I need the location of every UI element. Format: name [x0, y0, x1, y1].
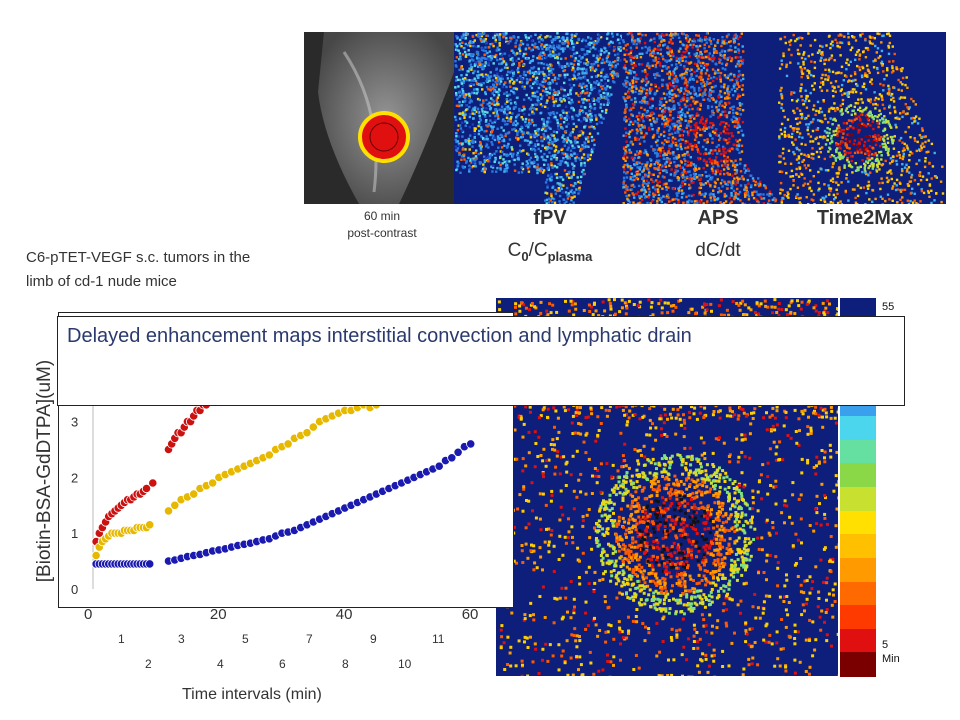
- colorbar-min-label: 5 Min: [882, 638, 900, 666]
- callout-text: Delayed enhancement maps interstitial co…: [67, 325, 692, 347]
- colorbar-max-label: 55: [882, 301, 895, 313]
- tumor-model-label: C6-pTET-VEGF s.c. tumors in the limb of …: [26, 246, 286, 294]
- data-point: [91, 550, 101, 561]
- x-tick-label: 0: [84, 606, 93, 623]
- fpv-formula-sub0: 0: [521, 248, 529, 264]
- interval-label: 9: [370, 632, 377, 646]
- data-point: [170, 500, 180, 510]
- interval-label: 11: [432, 632, 445, 646]
- y-tick-label: 0: [71, 582, 78, 597]
- post-contrast-caption: 60 min post-contrast: [316, 208, 448, 242]
- data-point: [145, 559, 155, 569]
- post-contrast-svg: [304, 32, 454, 204]
- data-point: [264, 450, 274, 460]
- y-tick-label: 2: [71, 470, 78, 485]
- mri-image-strip: [304, 32, 946, 204]
- chart-y-axis-label: [Biotin-BSA-GdDTPA](uM): [34, 359, 55, 583]
- interval-label: 5: [242, 632, 249, 646]
- colorbar: [840, 298, 876, 677]
- colorbar-segment: [840, 652, 876, 677]
- time2max-map-image: [778, 32, 946, 204]
- fpv-formula-plasma: plasma: [547, 248, 593, 264]
- interval-label: 6: [279, 657, 286, 671]
- time2max-title: Time2Max: [816, 207, 914, 229]
- aps-title: APS: [697, 207, 739, 229]
- fpv-formula: C0/Cplasma: [480, 240, 620, 264]
- colorbar-segment: [840, 557, 876, 582]
- colorbar-segment: [840, 439, 876, 464]
- interval-label: 7: [306, 632, 313, 646]
- colorbar-segment: [840, 463, 876, 488]
- aps-formula: dC/dt: [695, 240, 741, 261]
- speckle-layer: [622, 32, 778, 204]
- data-point: [208, 478, 218, 488]
- chart-x-axis-label: Time intervals (min): [182, 686, 322, 703]
- post-contrast-image: [304, 32, 454, 204]
- data-point: [163, 506, 174, 516]
- data-point: [302, 428, 312, 438]
- callout-box: Delayed enhancement maps interstitial co…: [57, 316, 905, 406]
- fpv-title: fPV: [533, 207, 567, 229]
- fpv-map-image: [454, 32, 622, 204]
- data-point: [434, 461, 444, 471]
- aps-map-svg: [622, 32, 778, 204]
- tumor-label-line-1: C6-pTET-VEGF s.c. tumors in the: [26, 249, 251, 266]
- interval-label: 8: [342, 657, 349, 671]
- interval-label: 3: [178, 632, 185, 646]
- colorbar-segment: [840, 416, 876, 441]
- aps-map-image: [622, 32, 778, 204]
- x-tick-label: 20: [209, 606, 227, 623]
- colorbar-segment: [840, 534, 876, 559]
- data-point: [308, 422, 318, 432]
- speckle-layer: [454, 32, 622, 204]
- interval-label: 10: [398, 657, 412, 671]
- fpv-formula-mid: /C: [528, 240, 548, 261]
- y-tick-label: 1: [71, 526, 78, 541]
- interval-label: 4: [217, 657, 224, 671]
- y-tick-label: 3: [71, 415, 78, 430]
- colorbar-min-value: 5: [882, 639, 889, 651]
- fpv-map-svg: [454, 32, 622, 204]
- colorbar-segment: [840, 581, 876, 606]
- colorbar-segment: [840, 510, 876, 535]
- data-point: [145, 520, 155, 530]
- interval-label: 1: [118, 632, 125, 646]
- speckle-layer: [778, 32, 946, 204]
- data-point: [453, 447, 463, 457]
- caption-line-2: post-contrast: [347, 226, 417, 240]
- colorbar-segment: [840, 605, 876, 630]
- interval-label: 2: [145, 657, 152, 671]
- x-tick-label: 40: [335, 606, 353, 623]
- data-point: [466, 439, 476, 449]
- data-point: [189, 489, 199, 499]
- x-tick-label: 60: [461, 606, 479, 623]
- data-point: [447, 453, 457, 463]
- data-point: [283, 439, 293, 449]
- colorbar-segment: [840, 487, 876, 512]
- caption-line-1: 60 min: [363, 209, 401, 223]
- time2max-map-svg: [778, 32, 946, 204]
- colorbar-min-unit: Min: [882, 653, 900, 665]
- colorbar-segment: [840, 628, 876, 653]
- tumor-label-line-2: limb of cd-1 nude mice: [26, 273, 177, 290]
- data-point: [141, 483, 152, 494]
- fpv-formula-c: C: [507, 240, 522, 261]
- data-point: [148, 478, 158, 488]
- series-points: [91, 439, 476, 569]
